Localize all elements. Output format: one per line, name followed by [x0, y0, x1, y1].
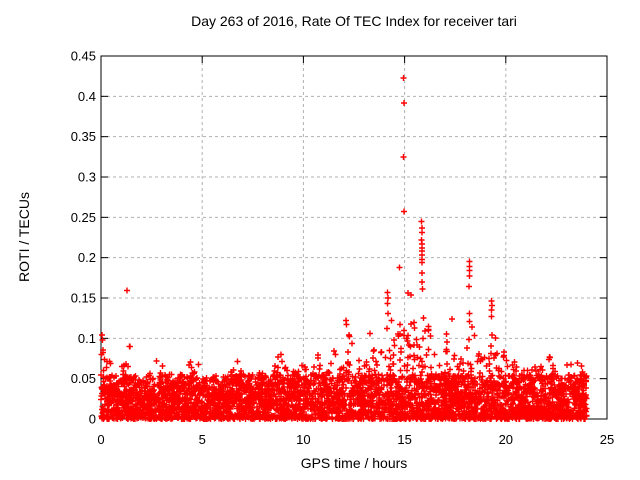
y-tick-label: 0.4 — [78, 89, 96, 104]
y-tick-label: 0.3 — [78, 170, 96, 185]
y-tick-label: 0.1 — [78, 331, 96, 346]
x-tick-label: 25 — [600, 432, 614, 447]
y-tick-label: 0.2 — [78, 250, 96, 265]
y-axis-label: ROTI / TECUs — [16, 192, 32, 282]
grid-lines — [101, 56, 607, 419]
y-tick-label: 0 — [89, 412, 96, 427]
y-tick-label: 0.45 — [71, 49, 96, 64]
x-tick-label: 10 — [296, 432, 310, 447]
x-tick-label: 20 — [499, 432, 513, 447]
x-tick-label: 5 — [199, 432, 206, 447]
x-tick-label: 0 — [97, 432, 104, 447]
plot-border — [100, 55, 608, 420]
x-tick-label: 15 — [397, 432, 411, 447]
y-tick-label: 0.05 — [71, 371, 96, 386]
y-tick-label: 0.35 — [71, 129, 96, 144]
chart-title: Day 263 of 2016, Rate Of TEC Index for r… — [191, 13, 517, 29]
scatter-points — [98, 75, 590, 422]
tick-labels: 0 5 10 15 20 25 0 0.05 0.1 0.15 0.2 0.25 0.3 0.35 0.4 0… — [71, 49, 615, 448]
y-tick-label: 0.25 — [71, 210, 96, 225]
axis-ticks — [100, 55, 608, 420]
x-axis-label: GPS time / hours — [300, 455, 408, 471]
y-tick-label: 0.15 — [71, 291, 96, 306]
